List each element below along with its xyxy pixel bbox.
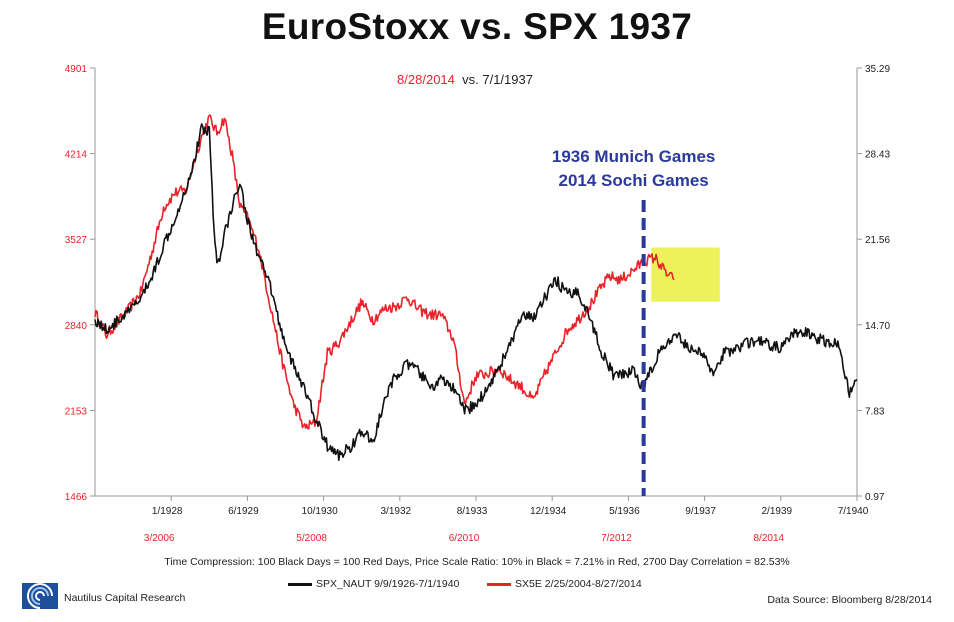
subtitle-black-date: vs. 7/1/1937 — [462, 72, 533, 87]
logo-text: Nautilus Capital Research — [64, 592, 186, 604]
x-axis-tick-label-black: 9/1937 — [685, 506, 716, 517]
x-axis-tick-label-red: 7/2012 — [601, 533, 632, 544]
left-axis-tick-label: 4901 — [65, 64, 88, 75]
subtitle-red-date: 8/28/2014 — [397, 72, 455, 87]
x-axis-tick-label-red: 8/2014 — [754, 533, 785, 544]
x-axis-tick-label-black: 2/1939 — [762, 506, 793, 517]
legend-item-black: SPX_NAUT 9/9/1926-7/1/1940 — [288, 578, 459, 590]
highlight-box — [651, 247, 720, 302]
annotation-text-line1: 1936 Munich Games — [552, 147, 715, 166]
legend-swatch-red — [487, 582, 511, 586]
data-source: Data Source: Bloomberg 8/28/2014 — [767, 594, 932, 606]
right-axis-tick-label: 14.70 — [865, 321, 890, 332]
left-axis-tick-label: 4214 — [65, 150, 88, 161]
right-axis-tick-label: 21.56 — [865, 235, 890, 246]
annotation-text-line2: 2014 Sochi Games — [559, 171, 709, 190]
series-line-spx-naut — [94, 123, 858, 462]
left-axis-tick-label: 1466 — [65, 492, 88, 503]
legend-label-red: SX5E 2/25/2004-8/27/2014 — [515, 578, 642, 590]
x-axis-tick-label-black: 6/1929 — [228, 506, 259, 517]
legend-label-black: SPX_NAUT 9/9/1926-7/1/1940 — [316, 578, 460, 590]
x-axis-tick-label-black: 3/1932 — [381, 506, 412, 517]
x-axis-tick-label-red: 6/2010 — [449, 533, 480, 544]
right-axis-tick-label: 7.83 — [865, 406, 885, 417]
x-axis-tick-label-black: 1/1928 — [152, 506, 183, 517]
footnote: Time Compression: 100 Black Days = 100 R… — [164, 556, 790, 568]
x-axis-tick-label-black: 8/1933 — [457, 506, 488, 517]
chart-subtitle: 8/28/2014 vs. 7/1/1937 — [0, 72, 942, 87]
x-axis-tick-label-red: 3/2006 — [144, 533, 175, 544]
x-axis-tick-label-black: 7/1940 — [838, 506, 869, 517]
x-axis-tick-label-red: 5/2008 — [296, 533, 327, 544]
x-axis-tick-label-black: 12/1934 — [530, 506, 567, 517]
x-axis-tick-label-black: 10/1930 — [302, 506, 339, 517]
left-axis-tick-label: 3527 — [65, 235, 88, 246]
left-axis-tick-label: 2153 — [65, 406, 88, 417]
right-axis-tick-label: 35.29 — [865, 64, 890, 75]
right-axis-tick-label: 0.97 — [865, 492, 885, 503]
x-axis-tick-label-black: 5/1936 — [609, 506, 640, 517]
nautilus-logo-icon — [22, 583, 58, 609]
legend-swatch-black — [288, 582, 312, 586]
chart-title: EuroStoxx vs. SPX 1937 — [261, 6, 693, 47]
right-axis-tick-label: 28.43 — [865, 150, 890, 161]
legend-item-red: SX5E 2/25/2004-8/27/2014 — [487, 578, 642, 590]
left-axis-tick-label: 2840 — [65, 321, 88, 332]
